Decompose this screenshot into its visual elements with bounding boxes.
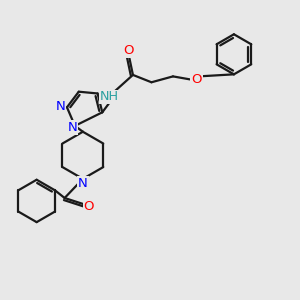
Text: N: N <box>68 121 77 134</box>
Text: N: N <box>56 100 65 112</box>
Text: O: O <box>124 44 134 57</box>
Text: O: O <box>191 74 202 86</box>
Text: NH: NH <box>100 91 119 103</box>
Text: N: N <box>78 177 88 190</box>
Text: O: O <box>83 200 94 213</box>
